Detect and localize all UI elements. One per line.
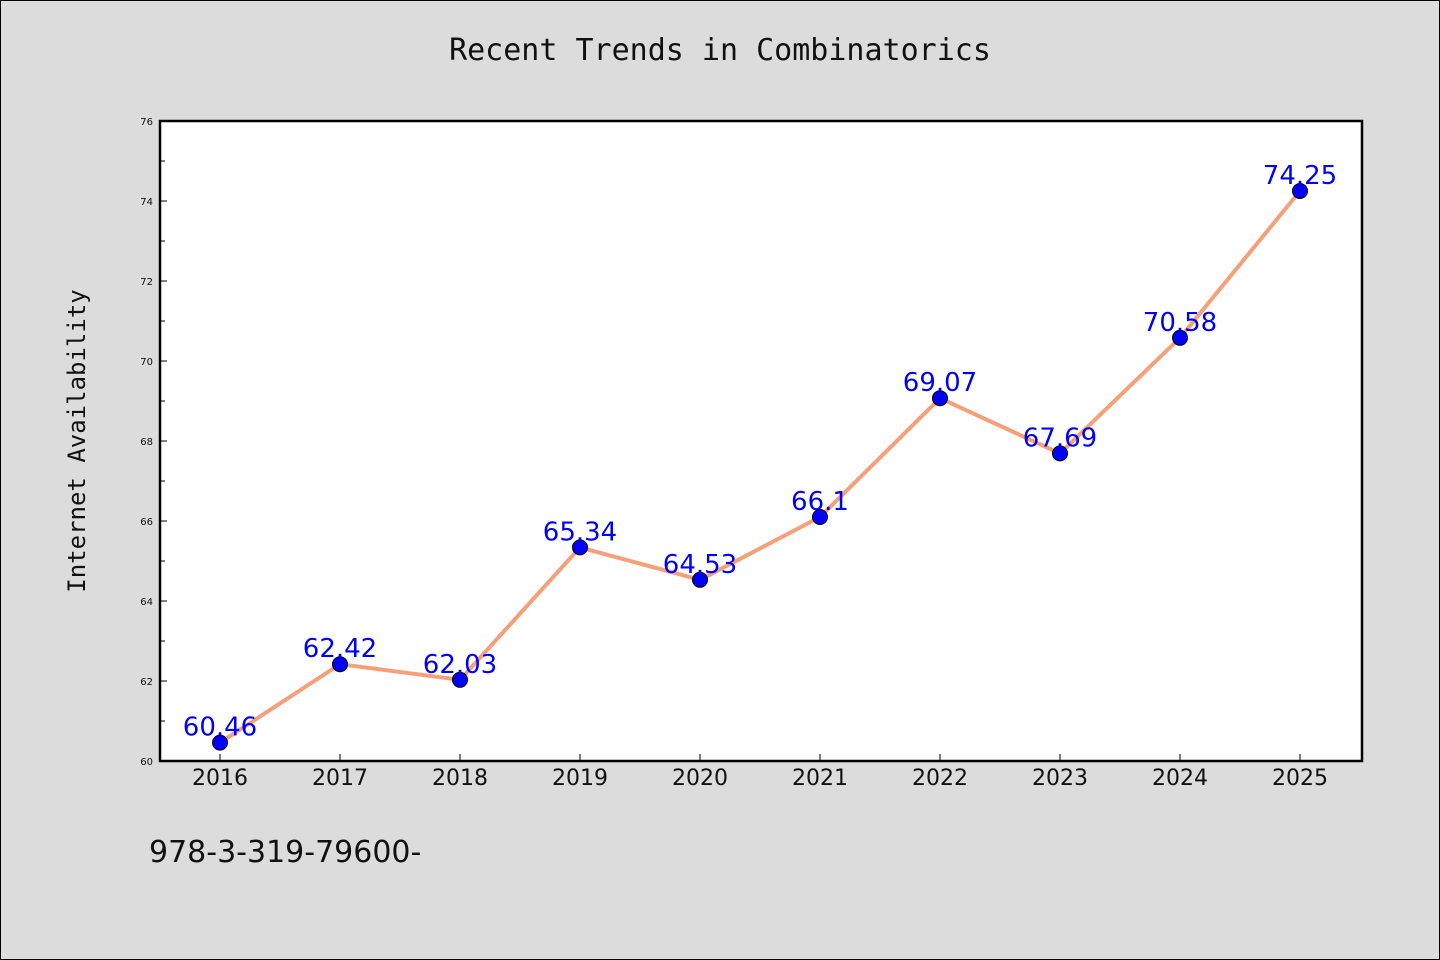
data-point — [932, 390, 948, 407]
data-point — [212, 734, 228, 751]
x-tick-label: 2025 — [1272, 766, 1328, 791]
x-tick-label: 2023 — [1032, 766, 1088, 791]
y-tick-label: 60 — [140, 757, 153, 768]
x-tick-label: 2016 — [192, 766, 248, 791]
data-label: 62.03 — [423, 650, 497, 680]
series-line — [218, 189, 1302, 745]
data-label: 62.42 — [303, 634, 377, 664]
data-label: 64.53 — [663, 550, 737, 580]
x-tick-label: 2018 — [432, 766, 488, 791]
data-label: 65.34 — [543, 517, 617, 547]
data-label: 66.1 — [791, 487, 849, 517]
data-point — [1172, 329, 1188, 346]
x-tick-label: 2020 — [672, 766, 728, 791]
data-label: 60.46 — [183, 713, 257, 743]
y-tick-label: 62 — [140, 677, 153, 688]
x-tick-label: 2022 — [912, 766, 968, 791]
y-tick-label: 74 — [140, 197, 153, 208]
data-point — [1052, 445, 1068, 462]
data-point — [812, 509, 828, 525]
x-tick-label: 2024 — [1152, 766, 1208, 791]
data-label: 69.07 — [903, 368, 977, 398]
data-label: 70.58 — [1143, 308, 1217, 338]
data-point — [452, 671, 468, 688]
plot-area — [160, 121, 1362, 761]
y-axis-label: Internet Availability — [63, 289, 91, 592]
data-point — [572, 539, 588, 556]
y-tick-label: 76 — [140, 117, 153, 128]
data-point — [1292, 183, 1308, 199]
data-point — [332, 656, 348, 673]
data-point — [692, 571, 708, 588]
x-tick-label: 2021 — [792, 766, 848, 791]
x-tick-label: 2019 — [552, 766, 608, 791]
isbn-footer-text: 978-3-319-79600- — [149, 835, 422, 870]
x-tick-label: 2017 — [312, 766, 368, 791]
data-label: 67.69 — [1023, 423, 1097, 453]
data-label: 74.25 — [1263, 161, 1337, 191]
plot-frame — [158, 119, 1364, 763]
y-tick-label: 66 — [140, 517, 153, 528]
y-tick-label: 72 — [140, 277, 153, 288]
y-tick-label: 70 — [140, 357, 153, 368]
y-tick-label: 64 — [140, 597, 153, 608]
chart-title: Recent Trends in Combinatorics — [449, 33, 991, 68]
y-tick-label: 68 — [140, 437, 153, 448]
